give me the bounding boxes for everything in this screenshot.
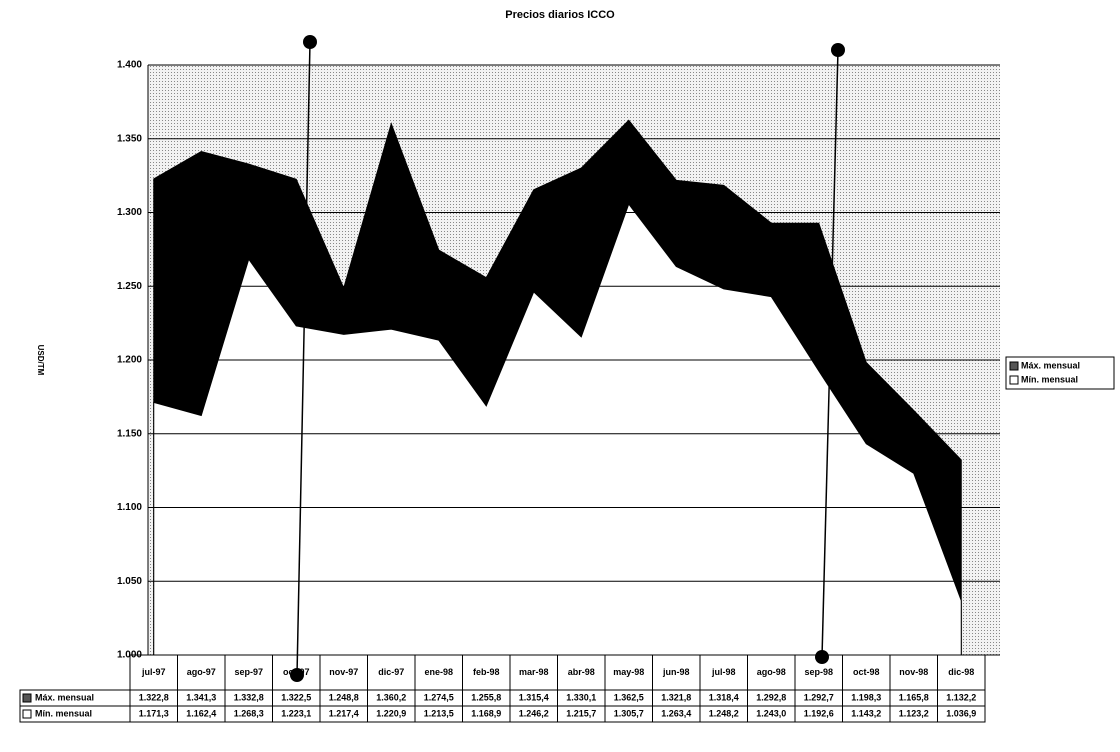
table-header: ago-97 bbox=[187, 667, 216, 677]
table-cell: 1.322,8 bbox=[139, 692, 169, 702]
legend-swatch bbox=[1009, 375, 1019, 385]
table-cell: 1.292,8 bbox=[756, 692, 786, 702]
annotation-line bbox=[296, 41, 311, 676]
y-tick-label: 1.050 bbox=[117, 576, 142, 587]
table-cell: 1.322,5 bbox=[281, 692, 311, 702]
table-cell: 1.330,1 bbox=[566, 692, 596, 702]
table-cell: 1.198,3 bbox=[851, 692, 881, 702]
table-cell: 1.243,0 bbox=[756, 708, 786, 718]
table-cell: 1.036,9 bbox=[946, 708, 976, 718]
table-cell: 1.248,2 bbox=[709, 708, 739, 718]
table-cell: 1.292,7 bbox=[804, 692, 834, 702]
y-tick-label: 1.250 bbox=[117, 281, 142, 292]
table-header: dic-97 bbox=[378, 667, 404, 677]
annotation-dot bbox=[831, 43, 845, 57]
table-header: feb-98 bbox=[473, 667, 500, 677]
area bbox=[153, 203, 962, 656]
table-cell: 1.362,5 bbox=[614, 692, 644, 702]
table-header: oct-98 bbox=[853, 667, 880, 677]
table-header: abr-98 bbox=[568, 667, 595, 677]
legend-swatch bbox=[22, 709, 32, 719]
table-header: may-98 bbox=[613, 667, 644, 677]
annotation-dot bbox=[290, 668, 304, 682]
y-tick-label: 1.350 bbox=[117, 133, 142, 144]
chart-title: Precios diarios ICCO bbox=[505, 9, 615, 21]
y-axis-label: USD/TM bbox=[36, 345, 45, 376]
table-cell: 1.248,8 bbox=[329, 692, 359, 702]
table-cell: 1.162,4 bbox=[186, 708, 216, 718]
table-cell: 1.246,2 bbox=[519, 708, 549, 718]
table-cell: 1.255,8 bbox=[471, 692, 501, 702]
y-tick-label: 1.400 bbox=[117, 60, 142, 71]
legend-swatch bbox=[1009, 361, 1019, 371]
table-cell: 1.171,3 bbox=[139, 708, 169, 718]
table-cell: 1.192,6 bbox=[804, 708, 834, 718]
table-header: nov-98 bbox=[899, 667, 928, 677]
annotations bbox=[290, 35, 845, 682]
table-header: ene-98 bbox=[424, 667, 453, 677]
table-cell: 1.268,3 bbox=[234, 708, 264, 718]
y-tick-label: 1.200 bbox=[117, 355, 142, 366]
table-cell: 1.143,2 bbox=[851, 708, 881, 718]
table-header: jul-97 bbox=[141, 667, 166, 677]
table-cell: 1.132,2 bbox=[946, 692, 976, 702]
table-cell: 1.263,4 bbox=[661, 708, 691, 718]
table-cell: 1.223,1 bbox=[281, 708, 311, 718]
table-header: oct-97 bbox=[283, 667, 310, 677]
legend-label: Máx. mensual bbox=[1021, 360, 1080, 370]
y-tick-label: 1.300 bbox=[117, 207, 142, 218]
table-cell: 1.217,4 bbox=[329, 708, 359, 718]
table-header: jun-98 bbox=[662, 667, 690, 677]
table-cell: 1.315,4 bbox=[519, 692, 549, 702]
table-cell: 1.305,7 bbox=[614, 708, 644, 718]
legend-swatch bbox=[22, 693, 32, 703]
table-header: ago-98 bbox=[757, 667, 786, 677]
table-cell: 1.213,5 bbox=[424, 708, 454, 718]
table-cell: 1.341,3 bbox=[186, 692, 216, 702]
y-tick-label: 1.100 bbox=[117, 502, 142, 513]
legend-box bbox=[1005, 356, 1115, 390]
table-header: nov-97 bbox=[329, 667, 358, 677]
table-cell: 1.168,9 bbox=[471, 708, 501, 718]
table-row-label: Máx. mensual bbox=[35, 692, 94, 702]
table-cell: 1.220,9 bbox=[376, 708, 406, 718]
table-header: mar-98 bbox=[519, 667, 549, 677]
annotation-line bbox=[821, 49, 839, 658]
annotation-dot bbox=[303, 35, 317, 49]
table-cell: 1.165,8 bbox=[899, 692, 929, 702]
table-cell: 1.318,4 bbox=[709, 692, 739, 702]
table-cell: 1.332,8 bbox=[234, 692, 264, 702]
legend-label: Mín. mensual bbox=[1021, 374, 1078, 384]
table-cell: 1.321,8 bbox=[661, 692, 691, 702]
table-row-label: Mín. mensual bbox=[35, 708, 92, 718]
table-cell: 1.274,5 bbox=[424, 692, 454, 702]
y-tick-label: 1.150 bbox=[117, 428, 142, 439]
table-header: sep-98 bbox=[804, 667, 833, 677]
annotation-dot bbox=[815, 650, 829, 664]
table-header: dic-98 bbox=[948, 667, 974, 677]
table-cell: 1.215,7 bbox=[566, 708, 596, 718]
table-cell: 1.360,2 bbox=[376, 692, 406, 702]
table-cell: 1.123,2 bbox=[899, 708, 929, 718]
table-header: jul-98 bbox=[711, 667, 736, 677]
table-header: sep-97 bbox=[234, 667, 263, 677]
